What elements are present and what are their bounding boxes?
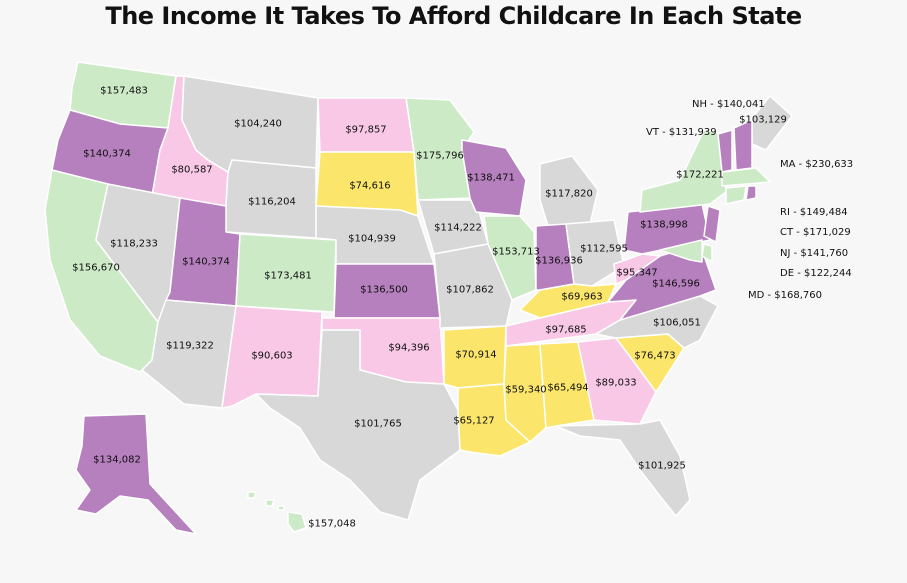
- callout-ct: CT - $171,029: [780, 227, 851, 238]
- callout-ri: RI - $149,484: [780, 207, 848, 218]
- label-or: $140,374: [83, 148, 131, 160]
- label-in: $136,936: [535, 255, 583, 267]
- state-ct[interactable]: [725, 185, 747, 205]
- label-al: $65,494: [547, 382, 589, 394]
- label-id: $80,587: [171, 164, 213, 176]
- state-nh[interactable]: [733, 119, 753, 171]
- label-az: $119,322: [166, 340, 214, 352]
- state-wv[interactable]: [613, 253, 661, 285]
- state-ma[interactable]: [721, 167, 771, 187]
- label-tn: $97,685: [545, 324, 587, 336]
- label-mn: $175,796: [416, 150, 464, 162]
- label-oh: $112,595: [580, 243, 628, 255]
- callout-ma: MA - $230,633: [780, 159, 854, 170]
- label-il: $153,713: [492, 246, 540, 258]
- callout-vt: VT - $131,939: [646, 127, 717, 138]
- label-ks: $136,500: [360, 284, 408, 296]
- label-wi: $138,471: [467, 172, 515, 184]
- label-wa: $157,483: [100, 85, 148, 97]
- label-ok: $94,396: [388, 342, 430, 354]
- state-md[interactable]: [659, 239, 703, 263]
- label-me: $103,129: [739, 114, 787, 126]
- label-la: $65,127: [453, 415, 495, 427]
- callout-md: MD - $168,760: [748, 290, 823, 301]
- label-ne: $104,939: [348, 233, 396, 245]
- label-ca: $156,670: [72, 262, 120, 274]
- state-ri[interactable]: [745, 185, 757, 201]
- label-pa: $138,998: [640, 219, 688, 231]
- state-hi-isle2[interactable]: [247, 491, 257, 499]
- label-mo: $107,862: [446, 284, 494, 296]
- label-ut: $140,374: [182, 256, 230, 268]
- label-nm: $90,603: [251, 350, 293, 362]
- label-hi: $157,048: [308, 518, 356, 530]
- state-fl[interactable]: [555, 419, 691, 517]
- state-hi[interactable]: [287, 511, 307, 533]
- state-wi[interactable]: [461, 139, 527, 217]
- callout-nh: NH - $140,041: [692, 99, 765, 110]
- label-fl: $101,925: [638, 460, 686, 472]
- state-ak[interactable]: [75, 413, 197, 535]
- label-wv: $95,347: [616, 267, 658, 279]
- label-ms: $59,340: [505, 384, 547, 396]
- label-ak: $134,082: [93, 454, 141, 466]
- label-va: $146,596: [652, 278, 700, 290]
- map-title: The Income It Takes To Afford Childcare …: [105, 2, 802, 30]
- label-co: $173,481: [264, 270, 312, 282]
- label-ia: $114,222: [434, 222, 482, 234]
- callout-de: DE - $122,244: [780, 268, 852, 279]
- state-al[interactable]: [539, 341, 595, 429]
- callout-nj: NJ - $141,760: [780, 248, 849, 259]
- label-ar: $70,914: [455, 349, 497, 361]
- state-oh[interactable]: [565, 219, 625, 287]
- state-tx[interactable]: [255, 329, 461, 521]
- label-sc: $76,473: [634, 350, 676, 362]
- state-vt[interactable]: [717, 129, 733, 173]
- state-hi-isle3[interactable]: [277, 505, 285, 511]
- label-ny: $172,221: [676, 169, 724, 181]
- label-wy: $116,204: [248, 196, 296, 208]
- label-ga: $89,033: [595, 377, 637, 389]
- state-nj[interactable]: [703, 205, 721, 243]
- label-mt: $104,240: [234, 118, 282, 130]
- label-nc: $106,051: [653, 317, 701, 329]
- label-sd: $74,616: [349, 180, 391, 192]
- state-hi-isle1[interactable]: [265, 499, 275, 507]
- label-ky: $69,963: [561, 291, 603, 303]
- label-tx: $101,765: [354, 418, 402, 430]
- label-nd: $97,857: [345, 124, 387, 136]
- label-nv: $118,233: [110, 238, 158, 250]
- label-mi: $117,820: [545, 188, 593, 200]
